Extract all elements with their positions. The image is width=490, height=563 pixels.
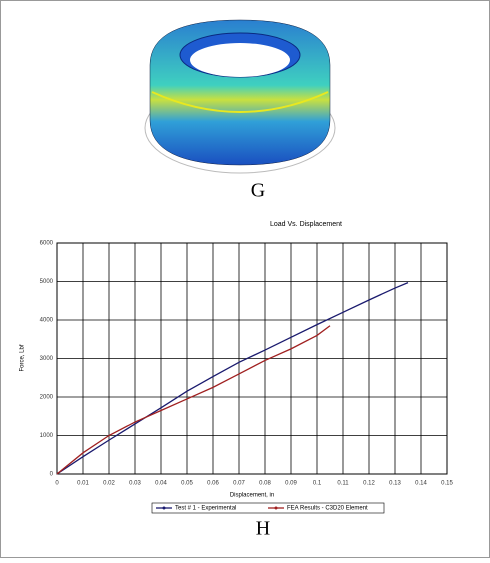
- legend-marker: [163, 507, 166, 510]
- y-tick-label: 2000: [40, 395, 54, 401]
- figure: G Load Vs. Displacement Displacement, in…: [0, 0, 490, 558]
- x-tick-label: 0.11: [337, 481, 349, 487]
- x-tick-label: 0.13: [389, 481, 401, 487]
- x-tick-label: 0.07: [233, 481, 245, 487]
- x-tick-label: 0.09: [285, 481, 297, 487]
- y-tick-label: 1000: [40, 433, 54, 439]
- x-tick-label: 0.12: [363, 481, 375, 487]
- legend-label: FEA Results - C3D20 Element: [287, 506, 368, 512]
- legend-marker: [275, 507, 278, 510]
- x-tick-label: 0.03: [129, 481, 141, 487]
- x-tick-label: 0.04: [155, 481, 167, 487]
- x-tick-label: 0.01: [77, 481, 89, 487]
- caption: G: [251, 180, 265, 202]
- y-tick-label: 6000: [40, 241, 54, 247]
- chart-title: Load Vs. Displacement: [270, 221, 342, 228]
- y-tick-label: 4000: [40, 318, 54, 324]
- x-tick-label: 0.05: [181, 481, 193, 487]
- x-tick-label: 0.08: [259, 481, 271, 487]
- x-tick-label: 0.15: [441, 481, 453, 487]
- torus-image: [145, 20, 335, 173]
- x-tick-label: 0.02: [103, 481, 115, 487]
- x-tick-label: 0.14: [415, 481, 427, 487]
- x-axis-label: Displacement, in: [230, 493, 274, 499]
- x-tick-label: 0.06: [207, 481, 219, 487]
- y-tick-label: 3000: [40, 356, 54, 362]
- y-axis-label: Force, Lbf: [20, 344, 26, 371]
- legend-label: Test # 1 - Experimental: [175, 506, 236, 512]
- x-tick-label: 0.1: [313, 481, 322, 487]
- caption: H: [256, 518, 270, 540]
- y-tick-label: 5000: [40, 279, 54, 285]
